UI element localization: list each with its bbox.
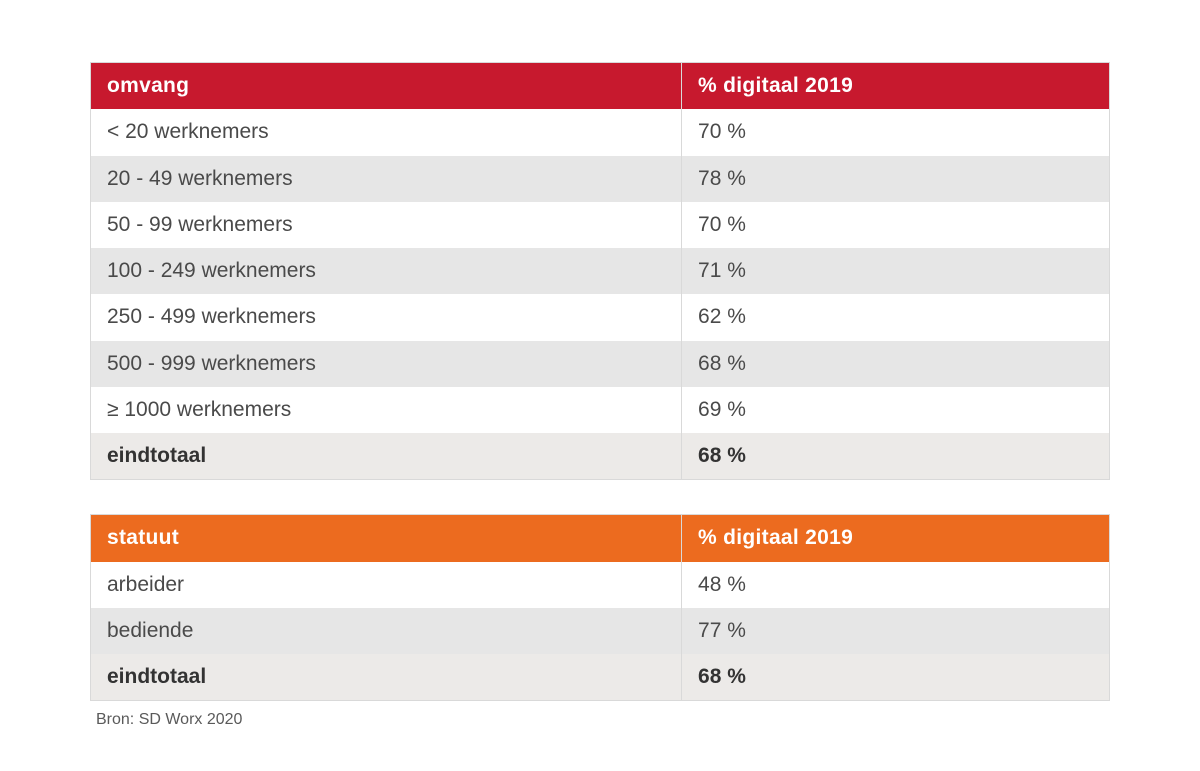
cell-value: 70 % <box>682 109 1110 155</box>
table-header-row: omvang % digitaal 2019 <box>91 63 1110 110</box>
cell-label: 500 - 999 werknemers <box>91 341 682 387</box>
cell-label: arbeider <box>91 562 682 608</box>
cell-label: 250 - 499 werknemers <box>91 294 682 340</box>
table-total-row: eindtotaal 68 % <box>91 433 1110 480</box>
cell-value: 77 % <box>682 608 1110 654</box>
page-canvas: omvang % digitaal 2019 < 20 werknemers 7… <box>0 0 1200 771</box>
cell-total-label: eindtotaal <box>91 433 682 480</box>
cell-value: 69 % <box>682 387 1110 433</box>
cell-value: 78 % <box>682 156 1110 202</box>
table-row: bediende 77 % <box>91 608 1110 654</box>
spacer <box>90 480 1110 514</box>
cell-total-label: eindtotaal <box>91 654 682 701</box>
cell-value: 62 % <box>682 294 1110 340</box>
table-row: 100 - 249 werknemers 71 % <box>91 248 1110 294</box>
table-row: < 20 werknemers 70 % <box>91 109 1110 155</box>
cell-label: 20 - 49 werknemers <box>91 156 682 202</box>
cell-value: 68 % <box>682 341 1110 387</box>
cell-label: 50 - 99 werknemers <box>91 202 682 248</box>
cell-total-value: 68 % <box>682 654 1110 701</box>
col-header-digitaal: % digitaal 2019 <box>682 515 1110 562</box>
table-row: 250 - 499 werknemers 62 % <box>91 294 1110 340</box>
cell-value: 71 % <box>682 248 1110 294</box>
cell-label: < 20 werknemers <box>91 109 682 155</box>
source-line: Bron: SD Worx 2020 <box>90 711 1110 729</box>
table-row: 500 - 999 werknemers 68 % <box>91 341 1110 387</box>
table-row: ≥ 1000 werknemers 69 % <box>91 387 1110 433</box>
col-header-statuut: statuut <box>91 515 682 562</box>
cell-total-value: 68 % <box>682 433 1110 480</box>
table-statuut: statuut % digitaal 2019 arbeider 48 % be… <box>90 514 1110 701</box>
table-total-row: eindtotaal 68 % <box>91 654 1110 701</box>
col-header-omvang: omvang <box>91 63 682 110</box>
table-row: arbeider 48 % <box>91 562 1110 608</box>
table-row: 50 - 99 werknemers 70 % <box>91 202 1110 248</box>
col-header-digitaal: % digitaal 2019 <box>682 63 1110 110</box>
table-row: 20 - 49 werknemers 78 % <box>91 156 1110 202</box>
table-omvang: omvang % digitaal 2019 < 20 werknemers 7… <box>90 62 1110 480</box>
cell-value: 70 % <box>682 202 1110 248</box>
cell-value: 48 % <box>682 562 1110 608</box>
cell-label: ≥ 1000 werknemers <box>91 387 682 433</box>
cell-label: 100 - 249 werknemers <box>91 248 682 294</box>
cell-label: bediende <box>91 608 682 654</box>
table-header-row: statuut % digitaal 2019 <box>91 515 1110 562</box>
